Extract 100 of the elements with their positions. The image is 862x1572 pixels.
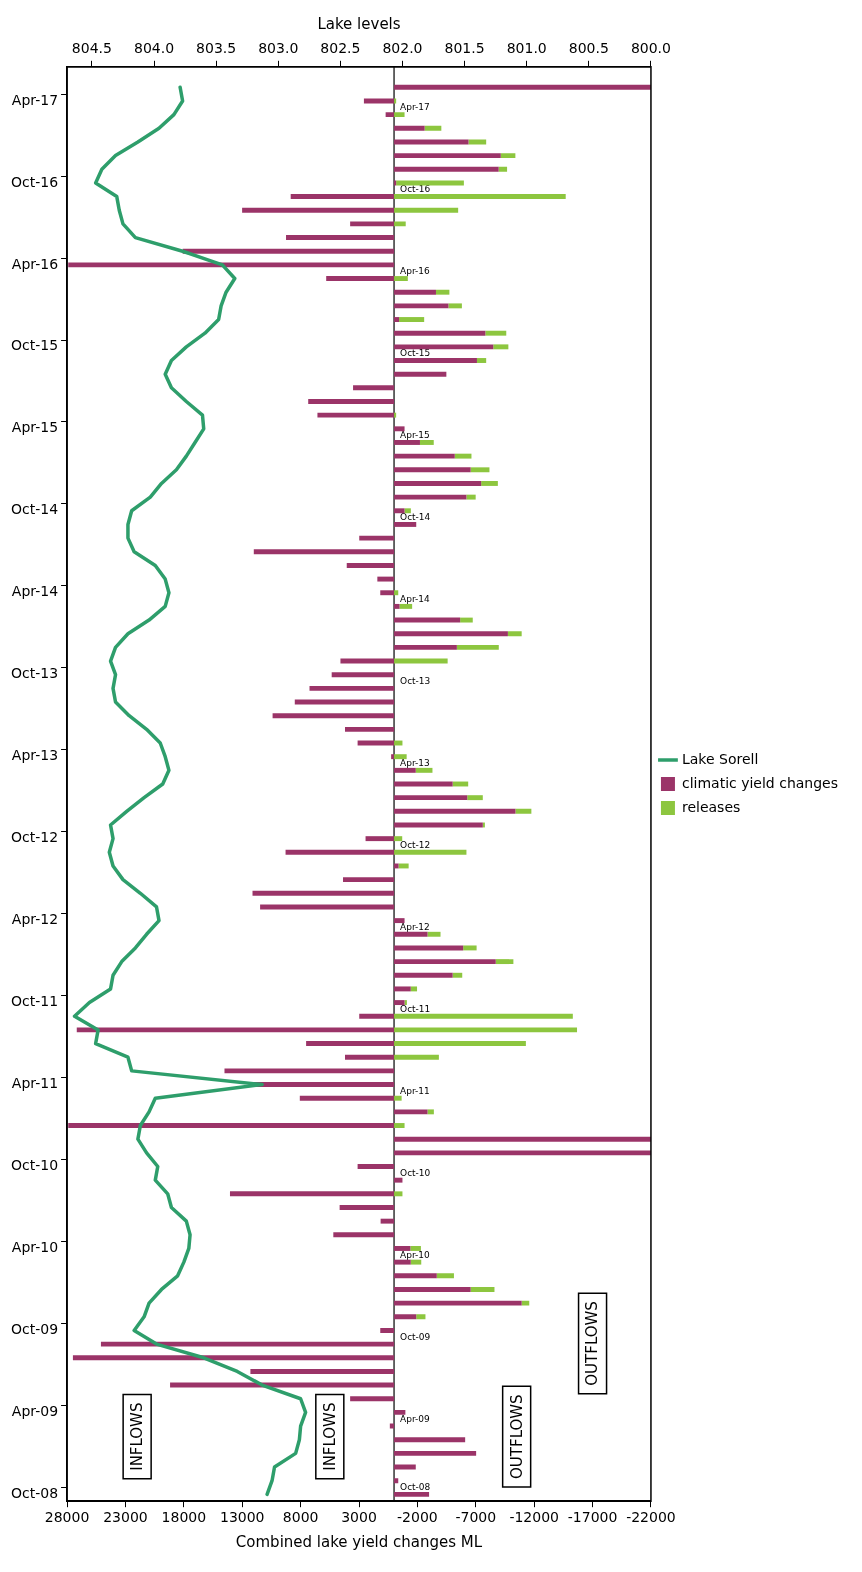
bar — [468, 139, 487, 145]
bar — [394, 1041, 526, 1047]
bar — [427, 1109, 434, 1115]
bar — [394, 330, 486, 336]
bar — [394, 1491, 430, 1497]
bar — [229, 1191, 395, 1197]
bar — [272, 713, 395, 719]
bar — [394, 1314, 417, 1320]
bar — [285, 849, 395, 855]
bar — [331, 672, 395, 678]
bar — [394, 166, 499, 172]
bar — [485, 330, 507, 336]
bar — [470, 1287, 495, 1292]
bar — [346, 562, 395, 568]
legend-label: releases — [681, 798, 741, 815]
y-tick-label: Apr-11 — [11, 1075, 59, 1092]
x-tick-label: -12000 — [509, 1509, 559, 1526]
bar — [394, 1478, 399, 1484]
bar — [394, 1300, 522, 1306]
bar — [394, 767, 416, 773]
bar — [340, 658, 395, 664]
bar — [394, 631, 508, 637]
bar — [394, 1013, 573, 1019]
category-label: Oct-09 — [400, 1331, 431, 1342]
bar — [394, 959, 496, 965]
bar — [308, 399, 395, 404]
bar — [394, 1136, 651, 1142]
bar — [394, 603, 400, 609]
bar — [394, 1246, 411, 1251]
bar — [435, 289, 450, 295]
bar — [391, 754, 395, 760]
y-tick-label: Oct-08 — [10, 1485, 59, 1502]
bar — [350, 221, 395, 227]
bar — [498, 166, 508, 172]
x2-tick-label: 800.0 — [630, 40, 671, 57]
y-tick-label: Oct-15 — [10, 337, 59, 354]
x-tick-label: 18000 — [161, 1509, 207, 1526]
x-tick-label: 13000 — [219, 1509, 265, 1526]
bar — [470, 467, 490, 473]
x-tick-label: 8000 — [282, 1509, 319, 1526]
x-tick-label: 3000 — [341, 1509, 377, 1526]
bar — [309, 685, 395, 691]
category-label: Apr-13 — [400, 757, 430, 768]
bar — [252, 890, 395, 896]
bar — [350, 1396, 395, 1402]
category-label: Oct-13 — [400, 675, 431, 686]
x2-tick-label: 800.5 — [568, 40, 609, 57]
bar — [76, 1027, 395, 1033]
bar — [415, 767, 433, 773]
annotation: OUTFLOWS — [583, 1301, 602, 1386]
bar — [493, 344, 509, 350]
bar — [394, 467, 471, 473]
bar — [394, 1027, 578, 1033]
x2-axis-title: Lake levels — [317, 14, 401, 33]
bar — [242, 207, 395, 213]
x2-tick-label: 803.0 — [258, 40, 299, 57]
bar — [394, 289, 436, 295]
bar — [394, 125, 425, 131]
bar — [394, 836, 403, 842]
bar — [404, 508, 411, 514]
bar — [72, 1355, 395, 1361]
bar — [306, 1041, 395, 1047]
x2-tick-label: 803.5 — [196, 40, 237, 57]
annotation: OUTFLOWS — [507, 1394, 526, 1479]
bar — [394, 1437, 466, 1443]
x-tick-label: -2000 — [397, 1509, 438, 1526]
bar — [394, 972, 453, 978]
y-tick-label: Apr-14 — [11, 583, 59, 600]
bar — [345, 1054, 395, 1060]
bar — [410, 986, 418, 992]
category-label: Oct-08 — [400, 1481, 431, 1492]
bar — [394, 207, 459, 213]
bar — [476, 358, 487, 363]
bar — [394, 371, 447, 377]
bar — [454, 453, 472, 459]
bar — [448, 303, 462, 309]
bar — [394, 644, 457, 650]
bar — [521, 1300, 530, 1306]
x2-tick-label: 801.0 — [506, 40, 547, 57]
bar — [394, 481, 482, 486]
y-tick-label: Apr-13 — [11, 747, 59, 764]
bar — [394, 945, 464, 951]
category-label: Oct-15 — [400, 348, 431, 359]
bar — [394, 986, 411, 992]
bar — [394, 453, 455, 459]
bar — [380, 1327, 395, 1333]
bar — [515, 808, 532, 814]
bar — [394, 508, 405, 514]
bar — [250, 1368, 395, 1374]
category-label: Oct-16 — [400, 184, 431, 195]
y-tick-label: Oct-09 — [10, 1321, 59, 1338]
x-tick-label: -22000 — [626, 1509, 676, 1526]
bar — [353, 385, 395, 391]
x-tick-label: -17000 — [567, 1509, 618, 1526]
bar — [394, 440, 420, 445]
bar — [394, 863, 399, 869]
category-label: Oct-10 — [400, 1167, 431, 1178]
category-label: Apr-16 — [400, 266, 430, 277]
category-label: Apr-10 — [400, 1249, 430, 1260]
bar — [463, 945, 477, 951]
